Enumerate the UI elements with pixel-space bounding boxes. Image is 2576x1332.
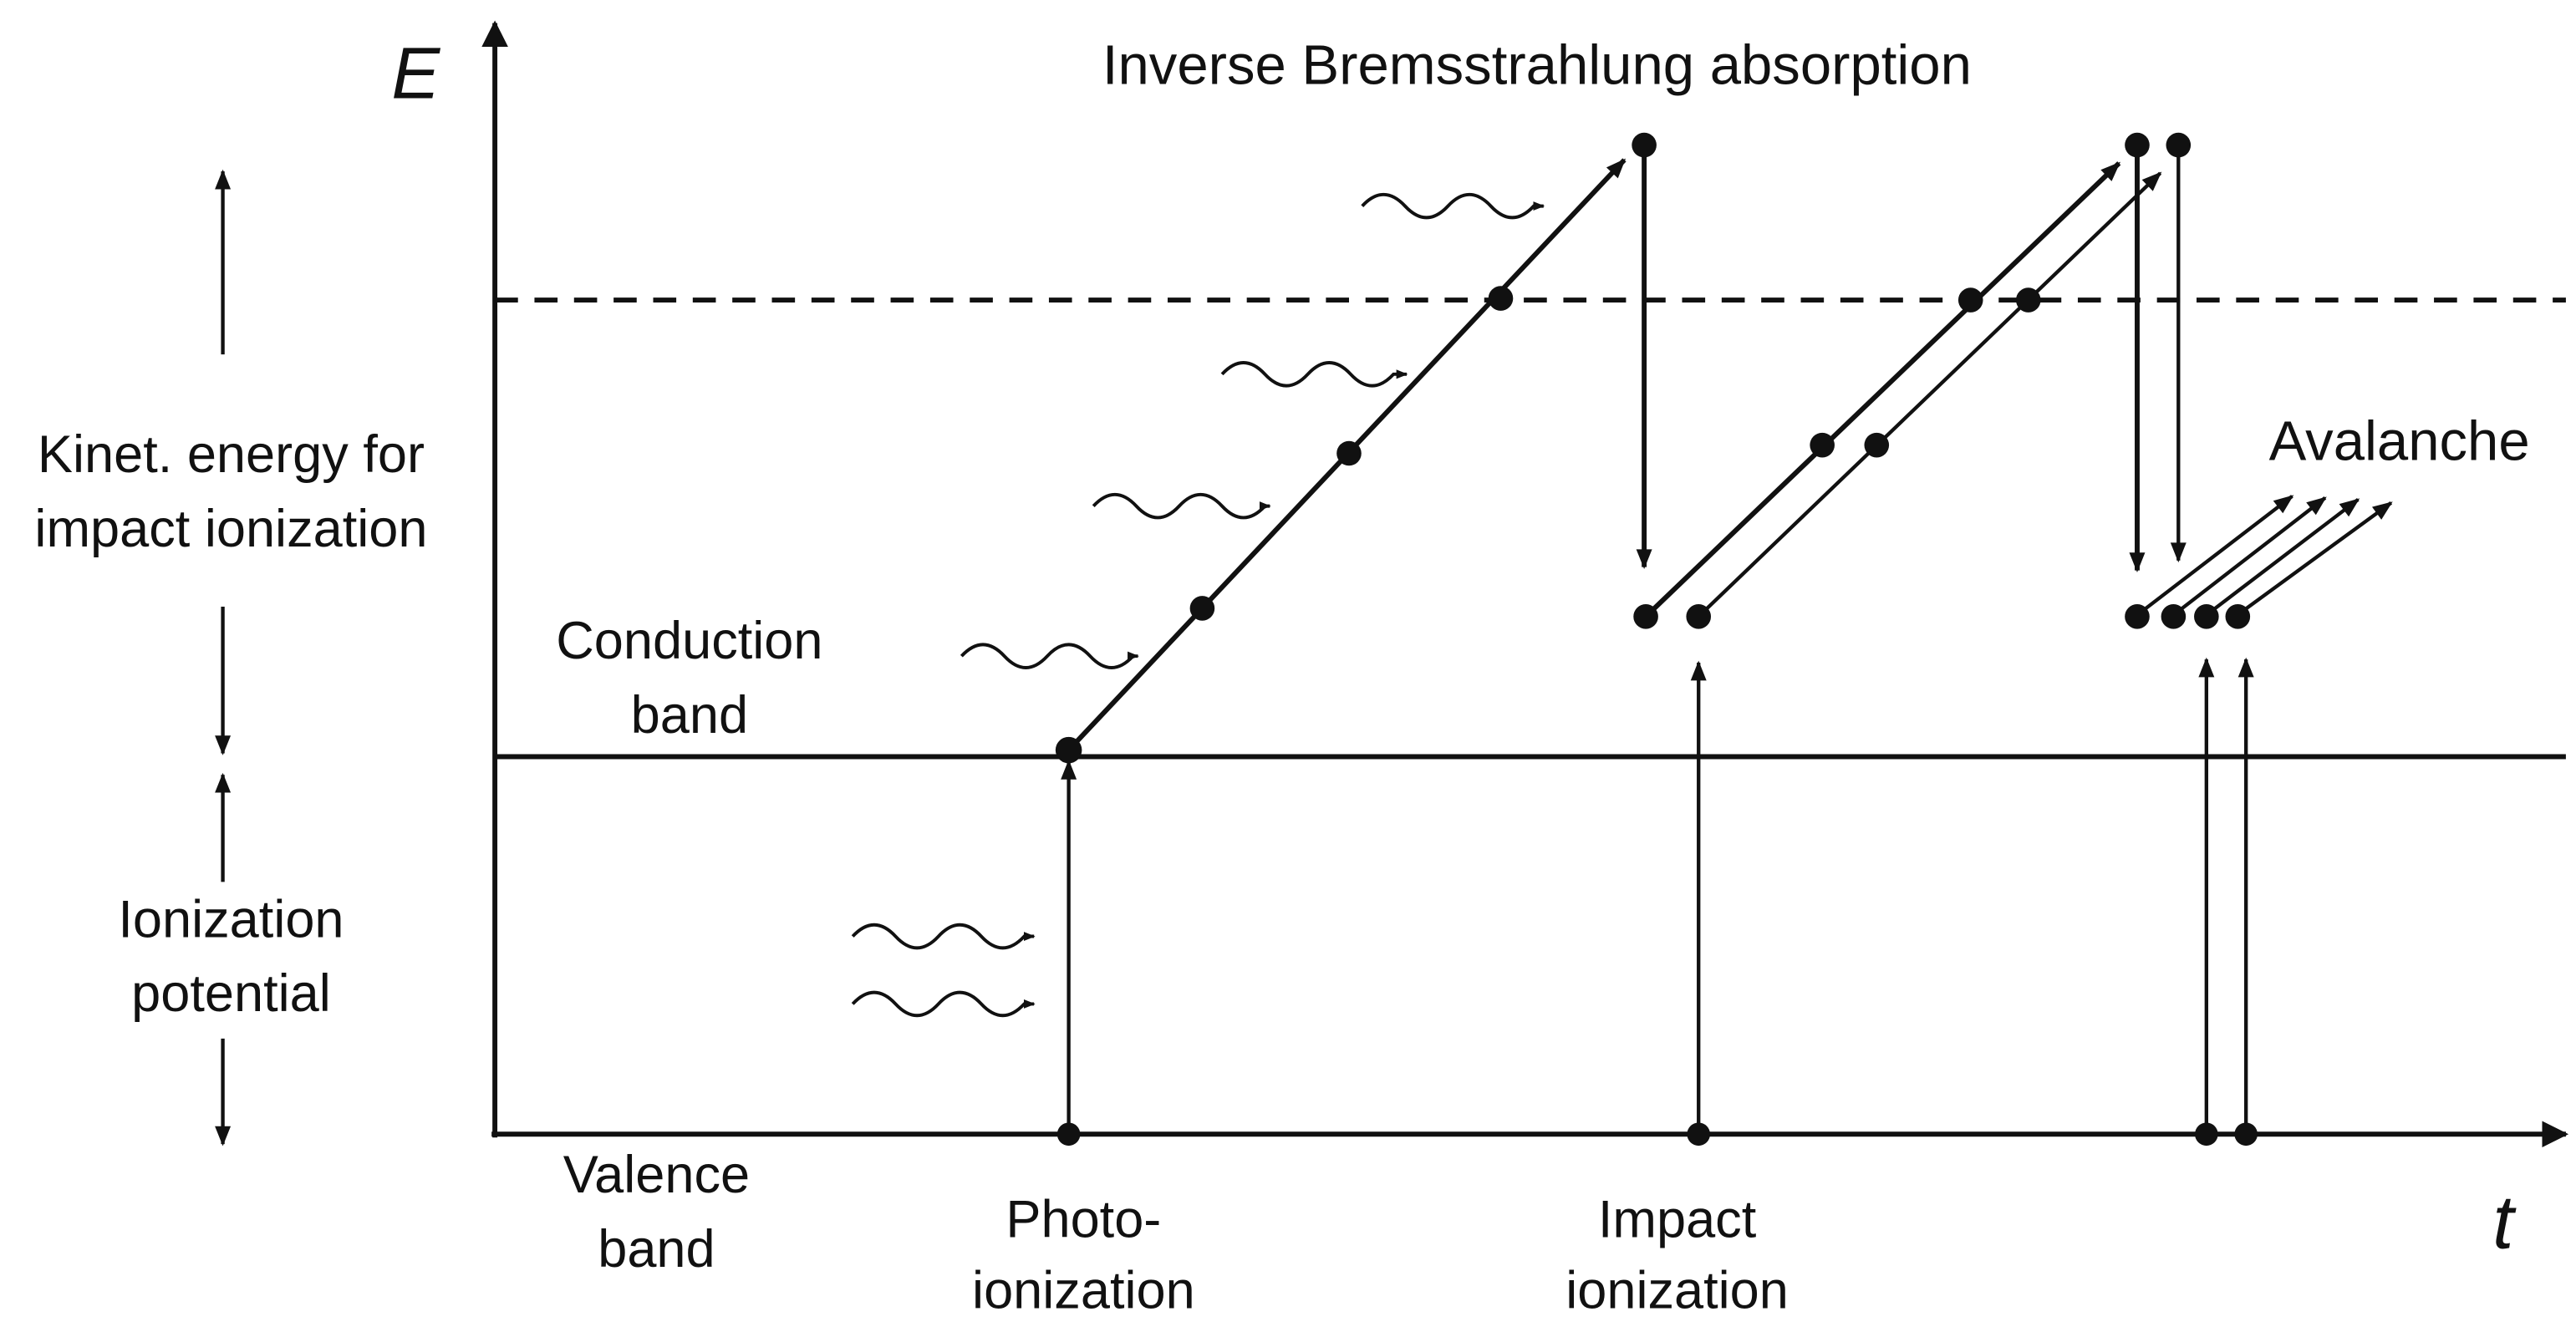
title: Inverse Bremsstrahlung absorption [1102, 34, 1972, 97]
label: Ionization [118, 890, 344, 948]
photons [851, 192, 1545, 1018]
avalanche-arrow [2142, 495, 2294, 612]
label: band [631, 686, 748, 745]
avalanche-arrow [2178, 496, 2327, 612]
label: Avalanche [2269, 409, 2530, 472]
label: Valence [563, 1146, 750, 1204]
label: Kinet. energy for [38, 425, 425, 484]
label: ionization [1565, 1261, 1789, 1319]
label: potential [131, 964, 331, 1023]
label: Conduction [556, 612, 822, 670]
label: ionization [972, 1261, 1195, 1319]
heating-arrow [1644, 161, 2121, 618]
x-axis-label: t [2492, 1181, 2517, 1265]
avalanche-arrow [2212, 498, 2360, 612]
label: Impact [1598, 1190, 1757, 1248]
heating-arrow [1697, 171, 2162, 618]
label: impact ionization [34, 500, 427, 558]
label: Photo- [1005, 1190, 1161, 1248]
y-axis-label: E [391, 33, 440, 114]
avalanche-arrow [2243, 501, 2393, 612]
label: band [598, 1220, 715, 1279]
electrons [1055, 132, 2258, 1146]
